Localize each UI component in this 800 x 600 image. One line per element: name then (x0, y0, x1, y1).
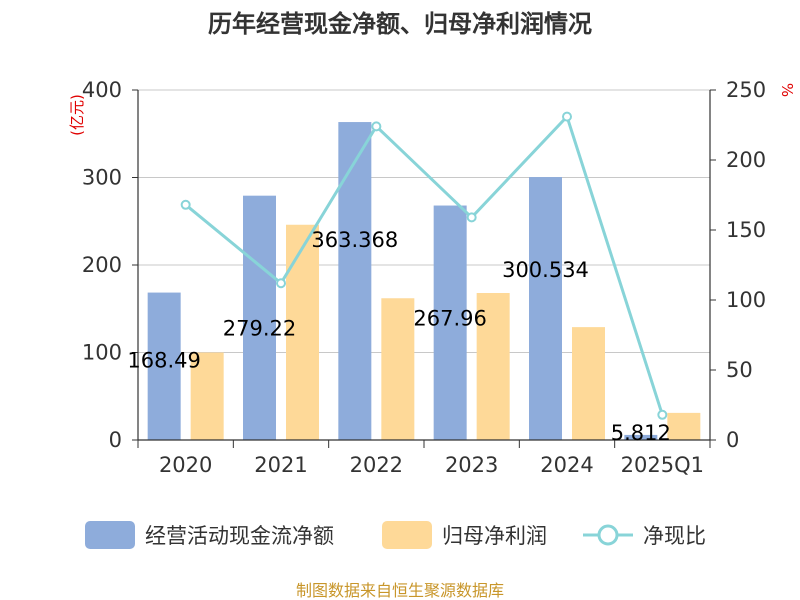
legend-label-net-profit: 归母净利润 (442, 524, 547, 548)
bar-series (147, 122, 701, 440)
ratio-point (371, 121, 382, 132)
right-tick-label: 100 (726, 288, 766, 312)
legend-label-cash-flow: 经营活动现金流净额 (145, 524, 334, 548)
ratio-line-series (180, 111, 668, 420)
x-tick-label: 2022 (350, 453, 403, 477)
right-tick-label: 0 (726, 428, 739, 452)
ratio-point (466, 212, 477, 223)
cash-flow-data-label: 5.812 (611, 421, 671, 445)
ratio-point (657, 409, 668, 420)
data-labels: 168.49 279.22 363.368 267.96 300.534 5.812 (127, 228, 670, 445)
cash-flow-bar (433, 205, 467, 440)
net-profit-bar (286, 224, 319, 440)
axes: 0 100 200 300 400 0 50 100 150 200 250 2020 2021 2022… (82, 78, 766, 477)
cash-flow-bar (338, 122, 372, 440)
ratio-point (180, 199, 191, 210)
legend-item-cash-ratio[interactable]: 净现比 (583, 524, 706, 548)
left-axis-label: (亿元) (68, 94, 86, 136)
cash-flow-data-label: 267.96 (413, 307, 486, 331)
left-tick-label: 0 (109, 428, 122, 452)
legend-swatch-net-profit (382, 521, 432, 549)
gridlines (138, 89, 710, 353)
ratio-line (184, 113, 664, 416)
cash-flow-bar (529, 177, 562, 440)
x-tick-label: 2025Q1 (621, 453, 704, 477)
cash-flow-bar (624, 434, 658, 440)
cash-flow-bar (243, 195, 276, 440)
x-tick-label: 2020 (159, 453, 212, 477)
ratio-point (276, 278, 286, 289)
right-tick-label: 150 (726, 218, 766, 242)
chart-title: 历年经营现金净额、归母净利润情况 (208, 10, 592, 38)
left-tick-label: 100 (82, 341, 122, 365)
net-profit-bar (381, 298, 415, 440)
cash-flow-data-label: 279.22 (223, 317, 296, 341)
ratio-point (562, 111, 572, 122)
x-tick-label: 2021 (254, 453, 307, 477)
right-tick-label: 50 (726, 358, 753, 382)
left-tick-label: 200 (82, 253, 122, 277)
cash-flow-bar (147, 292, 181, 440)
cash-flow-data-label: 363.368 (311, 228, 398, 252)
cash-flow-data-label: 168.49 (127, 349, 200, 373)
net-profit-bar (190, 352, 224, 440)
right-tick-label: 250 (726, 78, 766, 102)
net-profit-bar (476, 293, 510, 440)
legend: 经营活动现金流净额 归母净利润 净现比 (85, 521, 706, 549)
net-profit-bar (572, 327, 605, 440)
x-tick-label: 2023 (445, 453, 498, 477)
legend-label-cash-ratio: 净现比 (643, 524, 706, 548)
legend-item-operating-cash-flow[interactable]: 经营活动现金流净额 (85, 521, 334, 549)
source-note: 制图数据来自恒生聚源数据库 (296, 581, 504, 600)
left-tick-label: 300 (82, 166, 122, 190)
right-axis-label: % (778, 83, 796, 97)
legend-swatch-cash-flow (85, 521, 135, 549)
x-tick-label: 2024 (540, 453, 593, 477)
legend-item-net-profit[interactable]: 归母净利润 (382, 521, 547, 549)
right-tick-label: 200 (726, 148, 766, 172)
legend-marker-cash-ratio (597, 524, 619, 546)
left-tick-label: 400 (82, 78, 122, 102)
cash-flow-data-label: 300.534 (502, 258, 589, 282)
net-profit-bar (667, 412, 701, 440)
